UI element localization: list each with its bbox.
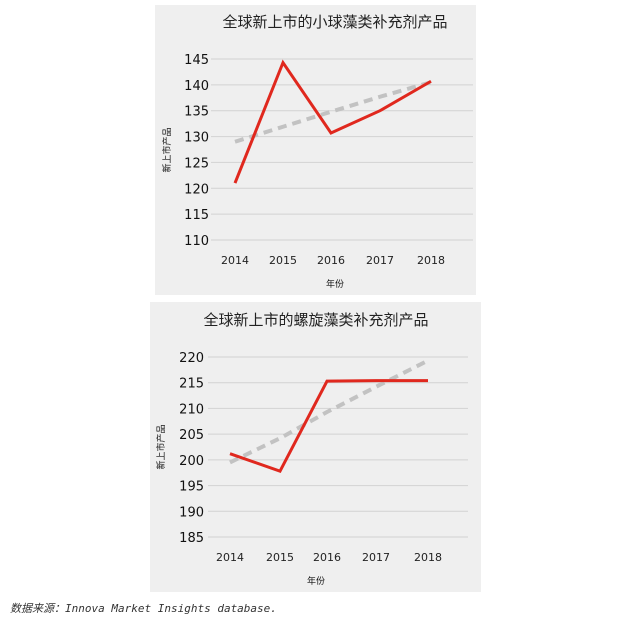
y-tick-label: 115 xyxy=(184,208,209,223)
series-line xyxy=(233,59,432,184)
x-tick-label: 2017 xyxy=(362,551,390,564)
y-tick-label: 210 xyxy=(179,402,204,417)
y-tick-label: 125 xyxy=(184,156,209,171)
x-tick-label: 2014 xyxy=(221,254,249,267)
trend-line xyxy=(234,80,432,144)
y-tick-label: 135 xyxy=(184,105,209,120)
chart-title: 全球新上市的螺旋藻类补充剂产品 xyxy=(203,311,428,329)
chart-panel-chlorella: 全球新上市的小球藻类补充剂产品 110 115 120 125 130 135 140 145 2… xyxy=(155,5,476,295)
y-tick-label: 130 xyxy=(184,131,209,146)
y-tick-label: 215 xyxy=(179,377,204,392)
chart-title: 全球新上市的小球藻类补充剂产品 xyxy=(222,13,447,31)
y-axis-label: 新上市产品 xyxy=(155,424,167,469)
chart-panel-spirulina: 全球新上市的螺旋藻类补充剂产品 185 190 195 200 205 210 215 220 2… xyxy=(150,302,481,592)
x-tick-label: 2016 xyxy=(317,254,345,267)
y-tick-label: 190 xyxy=(179,505,204,520)
y-tick-label: 120 xyxy=(184,182,209,197)
y-tick-label: 220 xyxy=(179,351,204,366)
y-tick-label: 195 xyxy=(179,480,204,495)
y-tick-label: 145 xyxy=(184,53,209,68)
chart-spirulina: 全球新上市的螺旋藻类补充剂产品 185 190 195 200 205 210 215 220 2… xyxy=(155,311,468,587)
source-note: 数据来源：Innova Market Insights database. xyxy=(10,602,277,615)
x-tick-label: 2016 xyxy=(313,551,341,564)
series-line xyxy=(229,379,428,474)
y-tick-label: 200 xyxy=(179,454,204,469)
trend-line xyxy=(229,358,429,465)
x-tick-label: 2015 xyxy=(269,254,297,267)
y-tick-label: 140 xyxy=(184,79,209,94)
y-tick-label: 110 xyxy=(184,234,209,249)
x-tick-label: 2018 xyxy=(414,551,442,564)
x-axis-label: 年份 xyxy=(307,575,325,587)
x-tick-label: 2018 xyxy=(417,254,445,267)
y-axis-label: 新上市产品 xyxy=(161,127,173,172)
x-tick-label: 2015 xyxy=(266,551,294,564)
x-axis-label: 年份 xyxy=(326,278,344,290)
x-tick-label: 2017 xyxy=(366,254,394,267)
y-tick-label: 185 xyxy=(179,531,204,546)
x-tick-label: 2014 xyxy=(216,551,244,564)
chart-chlorella: 全球新上市的小球藻类补充剂产品 110 115 120 125 130 135 140 145 2… xyxy=(161,13,473,290)
y-tick-label: 205 xyxy=(179,428,204,443)
